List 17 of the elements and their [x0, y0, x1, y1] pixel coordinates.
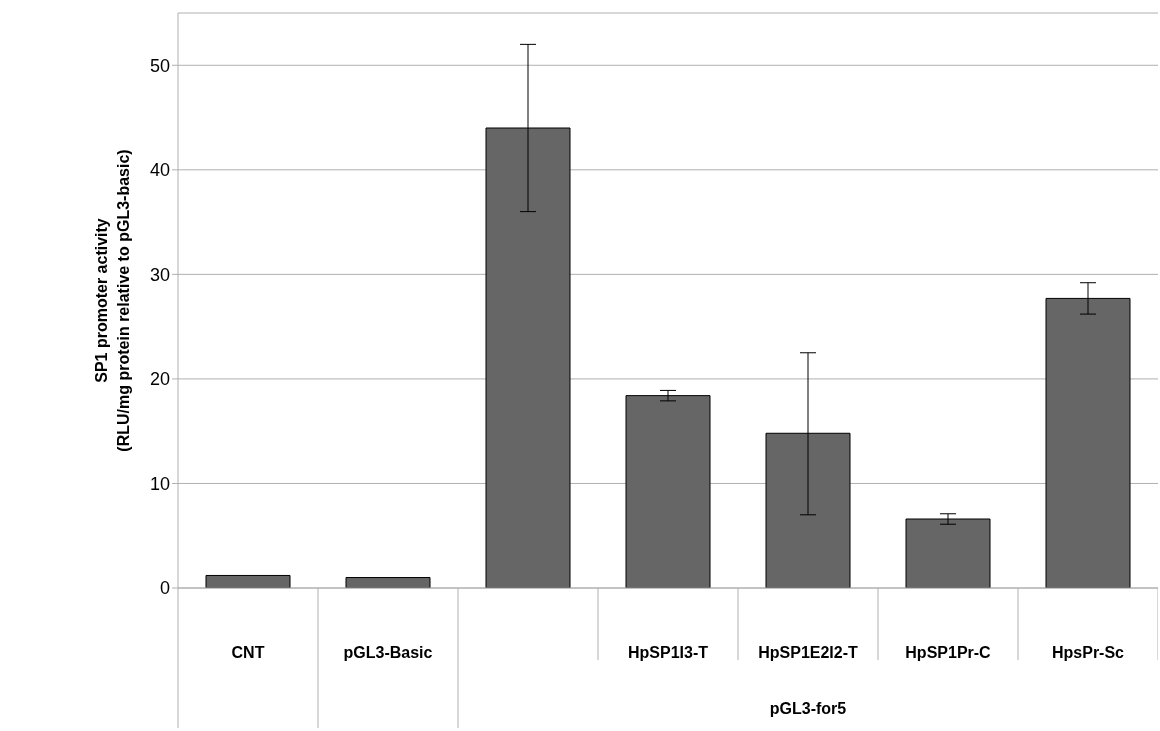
bar [345, 577, 431, 588]
y-tick-label: 20 [149, 369, 170, 390]
x-tick-label: HpsPr-Sc [1051, 644, 1125, 661]
text: pGL3-for5 [769, 700, 847, 717]
y-tick-label: 40 [149, 160, 170, 181]
y-tick-label: 0 [159, 578, 170, 599]
y-tick-label: 30 [149, 264, 170, 285]
x-tick-label: pGL3-Basic [343, 644, 433, 661]
x-tick-label: HpSP1Pr-C [905, 644, 992, 661]
x-tick-label: HpSP1I3-T [627, 644, 709, 661]
bar [905, 518, 991, 588]
y-tick-label: 50 [149, 55, 170, 76]
x-tick-label: HpSP1E2I2-T [758, 644, 859, 661]
y-tick-label: 10 [149, 473, 170, 494]
y-axis-title: SP1 promoter activity (RLU/mg protein relative to pGL3-basic) [93, 149, 132, 452]
x-tick-label: CNT [231, 644, 265, 661]
bar [205, 574, 291, 588]
